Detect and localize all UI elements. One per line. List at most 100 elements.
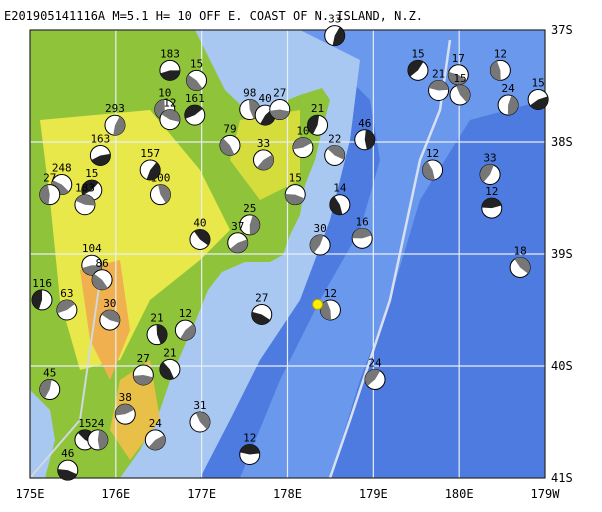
compression-quadrant (480, 164, 494, 183)
x-tick-label: 176E (101, 487, 130, 501)
compression-quadrant (148, 435, 166, 450)
compression-quadrant (161, 109, 180, 123)
event-depth: 24 (91, 417, 105, 430)
focal-mechanism (114, 403, 136, 425)
compression-quadrant (32, 289, 43, 310)
focal-mechanism (89, 144, 111, 166)
focal-mechanism (307, 114, 329, 136)
event-depth: 40 (259, 92, 272, 105)
compression-quadrant (115, 404, 135, 416)
event-depth: 15 (411, 47, 424, 60)
compression-quadrant (352, 228, 372, 239)
event-depth: 33 (257, 137, 270, 150)
compression-quadrant (219, 138, 235, 156)
compression-quadrant (239, 444, 260, 455)
compression-quadrant (180, 323, 196, 341)
event-depth: 12 (494, 47, 507, 60)
compression-quadrant (332, 26, 345, 46)
compression-quadrant (158, 184, 171, 204)
event-depth: 27 (137, 352, 150, 365)
compression-quadrant (186, 74, 203, 91)
event-depth: 12 (163, 97, 176, 110)
focal-mechanism (149, 184, 171, 206)
event-depth: 22 (328, 132, 341, 145)
event-depth: 21 (150, 312, 163, 325)
x-tick-label: 179W (531, 487, 561, 501)
event-depth: 15 (78, 417, 91, 430)
focal-mechanism (354, 129, 376, 151)
event-depth: 10 (296, 125, 309, 138)
compression-quadrant (490, 60, 501, 81)
y-tick-label: 38S (551, 135, 573, 149)
focal-mechanism (509, 256, 531, 278)
compression-quadrant (327, 145, 345, 160)
map-title: E201905141116A M=5.1 H= 10 OFF E. COAST … (4, 9, 423, 23)
compression-quadrant (256, 154, 274, 170)
focal-mechanism (239, 443, 261, 465)
focal-mechanism (132, 364, 154, 386)
event-depth: 25 (243, 202, 256, 215)
event-depth: 21 (163, 346, 176, 359)
event-depth: 46 (61, 447, 74, 460)
y-tick-label: 41S (551, 471, 573, 485)
focal-mechanism (479, 163, 501, 185)
event-depth: 27 (255, 291, 268, 304)
compression-quadrant (329, 196, 343, 215)
event-depth: 16 (356, 215, 369, 228)
focal-mechanism (239, 214, 261, 236)
compression-quadrant (160, 70, 180, 81)
event-depth: 163 (90, 132, 110, 145)
event-depth: 24 (149, 417, 163, 430)
focal-mechanism (219, 134, 241, 156)
focal-mechanism (269, 99, 291, 121)
event-depth: 12 (426, 147, 439, 160)
focal-mechanism (87, 429, 109, 451)
focal-mechanism (184, 104, 206, 126)
focal-mechanism (324, 144, 346, 166)
compression-quadrant (365, 369, 381, 387)
compression-quadrant (97, 430, 108, 450)
focal-mechanism (186, 69, 208, 91)
focal-mechanism (189, 411, 211, 433)
compression-quadrant (91, 153, 111, 166)
event-depth: 37 (231, 220, 244, 233)
event-depth: 33 (483, 151, 496, 164)
focal-mechanism (31, 289, 53, 311)
event-depth: 15 (190, 57, 203, 70)
compression-quadrant (310, 235, 324, 253)
frame (29, 29, 546, 479)
compression-quadrant (307, 115, 320, 135)
compression-quadrant (229, 239, 248, 253)
compression-quadrant (428, 80, 449, 91)
focal-mechanism (489, 59, 511, 81)
focal-mechanism (422, 159, 444, 181)
compression-quadrant (113, 116, 125, 136)
event-depth: 21 (311, 102, 324, 115)
event-depth: 98 (243, 87, 256, 100)
compression-quadrant (292, 137, 312, 150)
focal-mechanism (57, 459, 79, 481)
event-depth: 14 (333, 182, 347, 195)
event-depth: 30 (103, 297, 116, 310)
compression-quadrant (184, 105, 203, 119)
focal-mechanism (449, 84, 471, 106)
focal-mechanism (481, 197, 503, 219)
event-depth: 157 (140, 147, 160, 160)
focal-mechanism (428, 79, 450, 101)
event-depth: 33 (328, 13, 341, 26)
focal-mechanism (159, 59, 181, 81)
focal-mechanism (159, 358, 181, 380)
compression-quadrant (159, 361, 174, 380)
event-depth: 24 (368, 356, 382, 369)
compression-quadrant (39, 379, 52, 399)
compression-quadrant (75, 194, 95, 206)
event-depth: 46 (358, 117, 371, 130)
focal-mechanism (292, 137, 314, 159)
x-tick-label: 177E (187, 487, 216, 501)
focal-mechanism (104, 114, 126, 136)
compression-quadrant (285, 193, 305, 205)
event-depth: 12 (485, 185, 498, 198)
event-depth: 12 (324, 287, 337, 300)
focal-mechanism (497, 94, 519, 116)
focal-mechanism (284, 184, 306, 206)
